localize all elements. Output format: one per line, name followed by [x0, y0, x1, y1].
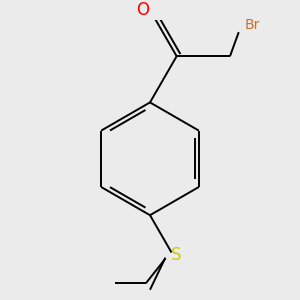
Text: S: S	[170, 245, 181, 263]
Text: O: O	[136, 1, 149, 19]
Text: Br: Br	[244, 18, 260, 32]
